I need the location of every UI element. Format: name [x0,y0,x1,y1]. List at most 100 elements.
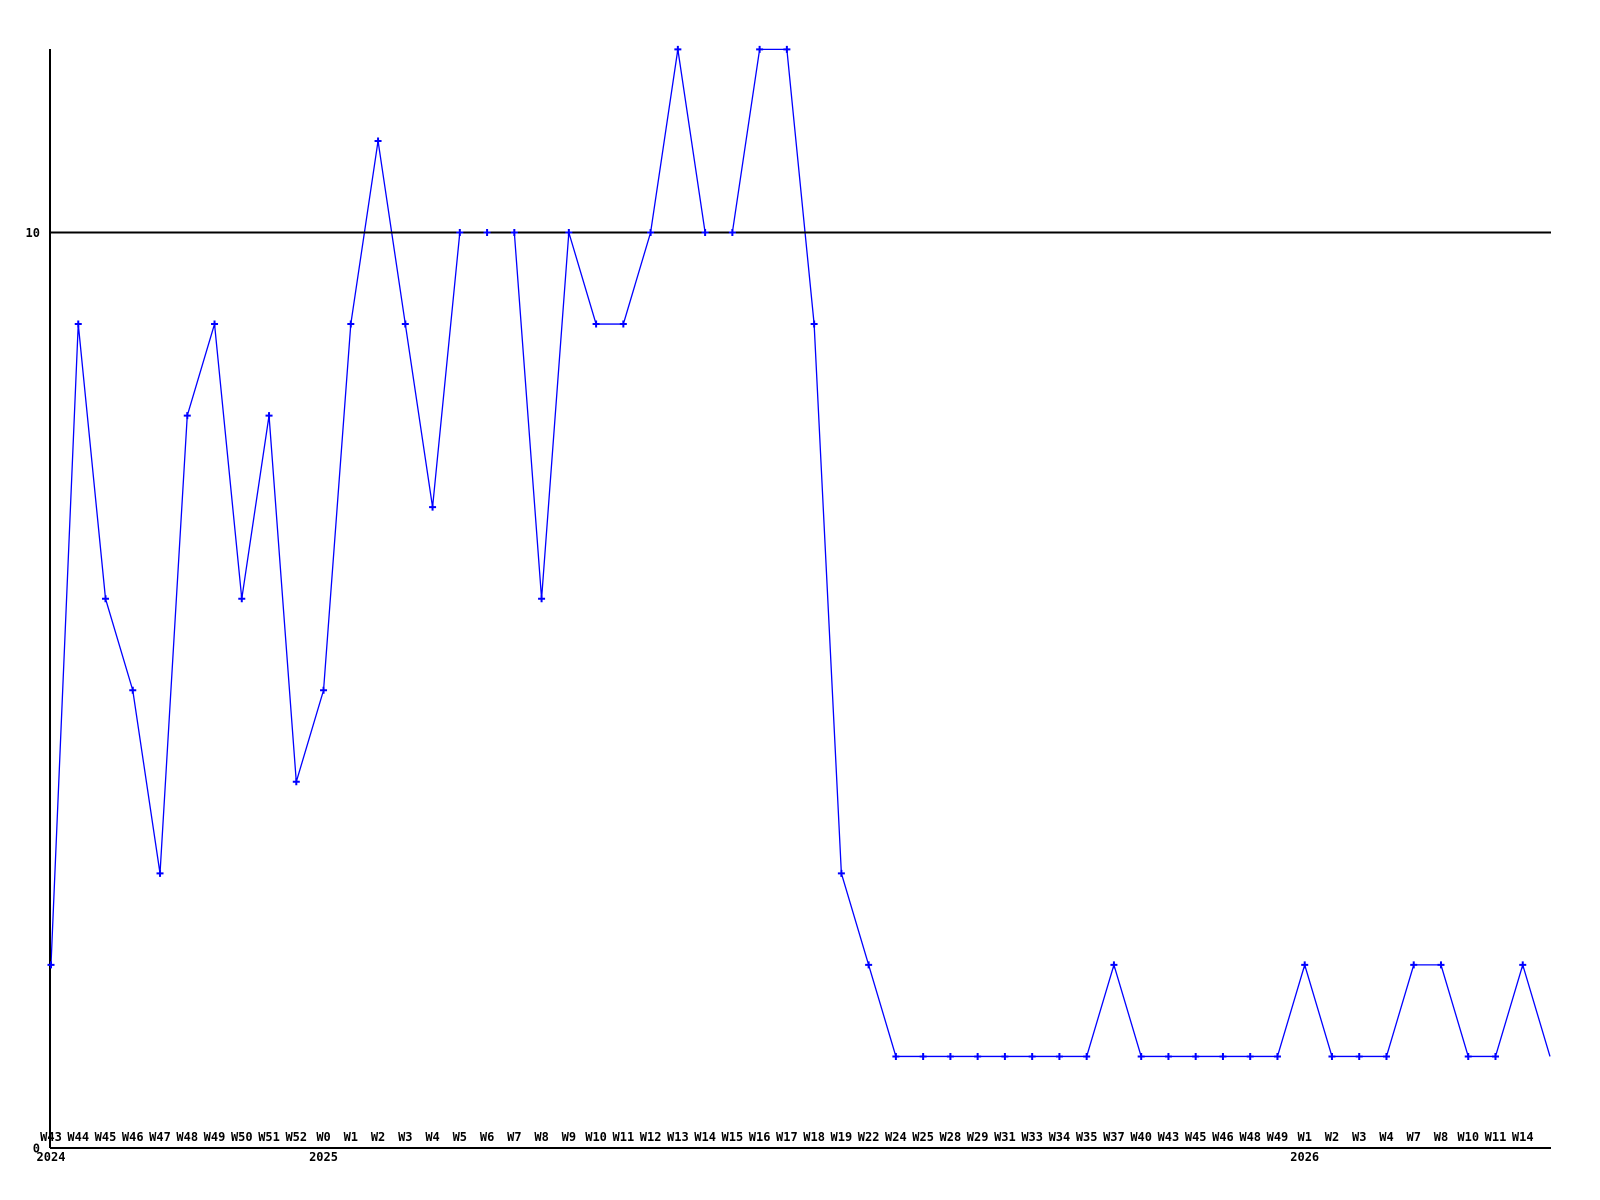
x-tick-label: W2 [1325,1130,1339,1144]
x-tick-label: W48 [1239,1130,1261,1144]
data-point-marker [1273,1052,1281,1060]
y-tick-label: 0 [33,1142,40,1156]
data-point-marker [74,320,82,328]
x-tick-label: W51 [258,1130,280,1144]
x-tick-label: W44 [67,1130,89,1144]
data-point-marker [974,1052,982,1060]
data-point-marker [456,229,464,236]
x-tick-label: W45 [95,1130,117,1144]
x-tick-label: W18 [803,1130,825,1144]
data-point-marker [919,1052,927,1060]
data-point-marker [510,229,518,236]
data-point-marker [538,595,546,603]
x-tick-label: W47 [149,1130,171,1144]
x-tick-label: W33 [1021,1130,1043,1144]
data-point-marker [156,869,164,877]
data-point-marker [1355,1052,1363,1060]
data-point-marker [565,229,573,236]
data-point-marker [429,503,437,511]
x-tick-label: W1 [344,1130,358,1144]
data-point-marker [320,686,328,694]
data-point-marker [1382,1052,1390,1060]
x-tick-label: W50 [231,1130,253,1144]
x-tick-label: W13 [667,1130,689,1144]
data-point-marker [892,1052,900,1060]
x-tick-label: W43 [1158,1130,1180,1144]
x-tick-label: W14 [1512,1130,1534,1144]
x-tick-label: W19 [831,1130,853,1144]
data-point-marker [1410,961,1418,969]
x-tick-label: W17 [776,1130,798,1144]
x-tick-label: W35 [1076,1130,1098,1144]
x-tick-label: W5 [453,1130,467,1144]
x-tick-label: W7 [507,1130,521,1144]
x-tick-label: W52 [285,1130,307,1144]
x-tick-label: W29 [967,1130,989,1144]
data-point-marker [1464,1052,1472,1060]
data-point-marker [1083,1052,1091,1060]
x-tick-label: W0 [316,1130,330,1144]
data-point-marker [483,229,491,236]
data-point-marker [292,778,300,786]
x-tick-label: W31 [994,1130,1016,1144]
x-tick-label: W2 [371,1130,385,1144]
data-point-marker [647,229,655,236]
data-point-marker [674,45,682,53]
x-tick-label: W15 [722,1130,744,1144]
y-tick-label: 10 [26,226,40,240]
x-tick-label: W40 [1130,1130,1152,1144]
data-point-marker [728,229,736,236]
data-point-marker [837,869,845,877]
data-point-marker [865,961,873,969]
x-tick-label: W1 [1297,1130,1311,1144]
data-point-marker [1437,961,1445,969]
series-line [50,48,1551,1058]
x-tick-label: W11 [613,1130,635,1144]
data-point-marker [1137,1052,1145,1060]
data-point-marker [946,1052,954,1060]
x-year-label: 2024 [37,1150,66,1164]
x-year-label: 2025 [309,1150,338,1164]
data-point-marker [1246,1052,1254,1060]
data-point-marker [129,686,137,694]
data-point-marker [1001,1052,1009,1060]
x-tick-label: W9 [562,1130,576,1144]
x-tick-label: W16 [749,1130,771,1144]
data-point-marker [1055,1052,1063,1060]
data-point-marker [1192,1052,1200,1060]
data-point-marker [783,45,791,53]
x-tick-label: W37 [1103,1130,1125,1144]
data-point-marker [756,45,764,53]
x-tick-label: W46 [122,1130,144,1144]
x-tick-label: W22 [858,1130,880,1144]
data-point-marker [347,320,355,328]
x-tick-label: W24 [885,1130,907,1144]
data-point-marker [211,320,219,328]
data-point-marker [1028,1052,1036,1060]
x-tick-label: W43 [40,1130,62,1144]
x-tick-label: W25 [912,1130,934,1144]
x-tick-label: W3 [1352,1130,1366,1144]
x-tick-label: W6 [480,1130,494,1144]
data-point-marker [1301,961,1309,969]
data-point-marker [1219,1052,1227,1060]
x-tick-label: W49 [204,1130,226,1144]
data-point-marker [1110,961,1118,969]
x-tick-label: W8 [1434,1130,1448,1144]
data-point-marker [619,320,627,328]
x-tick-label: W10 [585,1130,607,1144]
data-point-marker [374,137,382,145]
data-point-marker [810,320,818,328]
x-tick-label: W46 [1212,1130,1234,1144]
data-point-marker [592,320,600,328]
x-tick-label: W4 [425,1130,439,1144]
data-point-marker [1491,1052,1499,1060]
data-point-marker [401,320,409,328]
data-point-marker [47,961,55,969]
data-point-marker [1328,1052,1336,1060]
data-point-marker [102,595,110,603]
x-tick-label: W10 [1457,1130,1479,1144]
data-point-marker [1164,1052,1172,1060]
